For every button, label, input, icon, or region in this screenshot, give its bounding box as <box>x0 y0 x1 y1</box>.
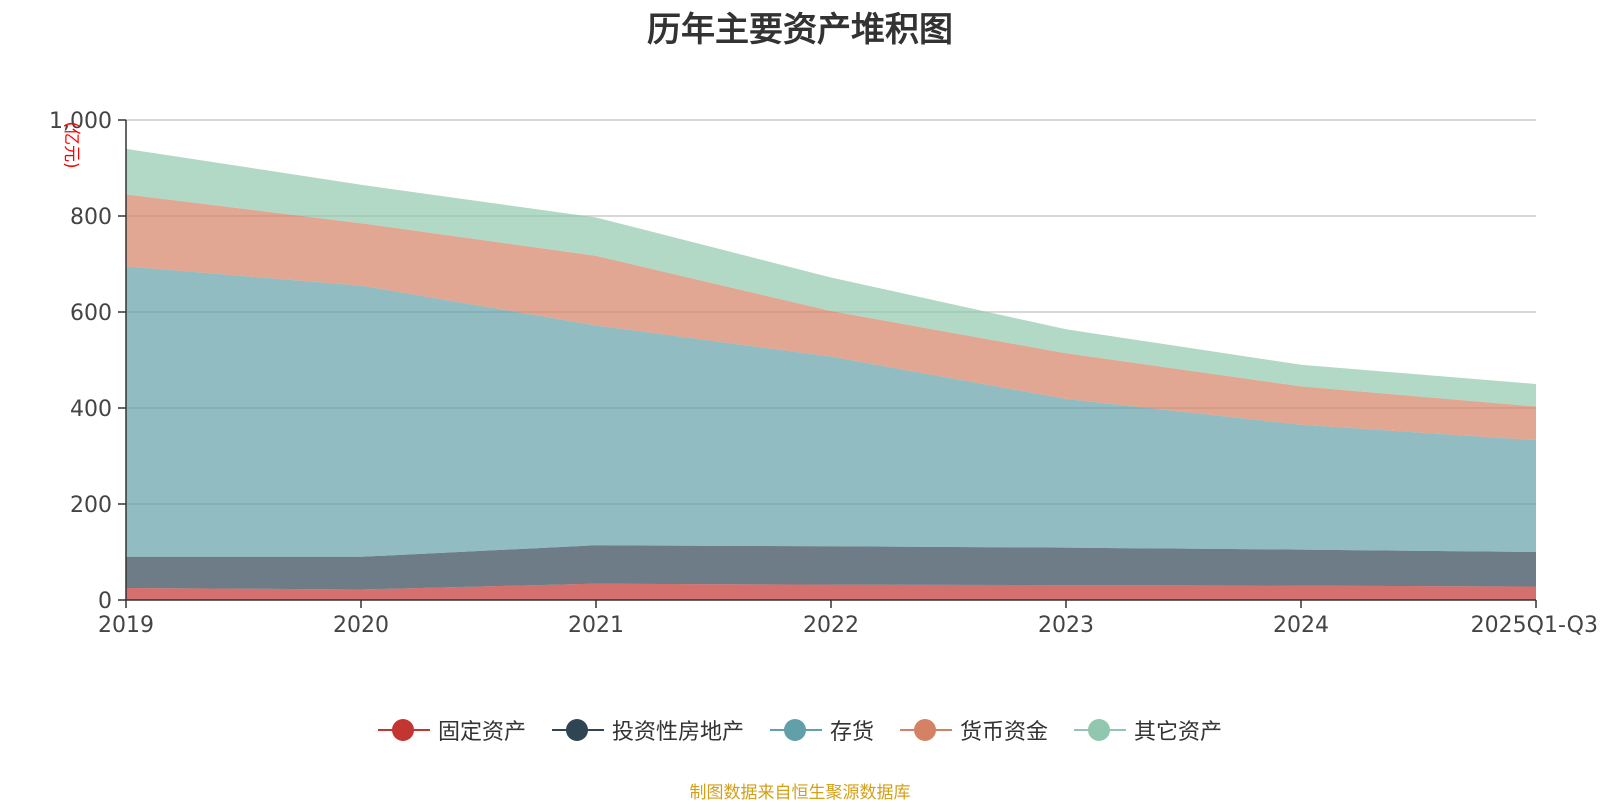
legend-item[interactable]: 固定资产 <box>377 714 526 746</box>
chart-title: 历年主要资产堆积图 <box>647 10 953 50</box>
x-tick-labels: 2019 2020 2021 2022 2023 2024 2025Q1-Q3 <box>98 600 1598 638</box>
legend-marker-icon <box>551 717 604 743</box>
legend-marker-icon <box>900 717 952 743</box>
legend-item[interactable]: 投资性房地产 <box>551 714 744 746</box>
area-货币资金 <box>126 194 1536 441</box>
x-tick-label: 2019 <box>98 613 154 638</box>
legend-label: 货币资金 <box>960 720 1049 745</box>
y-tick-label: 0 <box>98 589 112 614</box>
y-axis-unit-label: (亿元) <box>61 121 81 168</box>
area-series-layer <box>126 148 1536 600</box>
y-tick-labels: 0 200 400 600 800 1,000 <box>49 109 126 614</box>
legend-marker-icon <box>377 717 430 743</box>
x-tick-label: 2022 <box>803 613 859 638</box>
legend: 固定资产 投资性房地产 存货 货币资金 其它资产 <box>0 714 1600 746</box>
legend-marker-icon <box>1074 717 1127 743</box>
source-note: 制图数据来自恒生聚源数据库 <box>689 783 911 803</box>
x-tick-label: 2025Q1-Q3 <box>1471 613 1598 638</box>
x-tick-label: 2020 <box>333 613 389 638</box>
legend-label: 其它资产 <box>1134 720 1223 745</box>
legend-item[interactable]: 其它资产 <box>1074 714 1222 746</box>
legend-item[interactable]: 存货 <box>769 714 874 746</box>
y-tick-label: 800 <box>70 205 112 230</box>
area-固定资产 <box>126 583 1536 600</box>
x-tick-label: 2023 <box>1038 613 1094 638</box>
y-tick-label: 400 <box>70 397 112 422</box>
legend-label: 存货 <box>829 720 874 745</box>
legend-label: 投资性房地产 <box>611 720 744 745</box>
y-tick-label: 200 <box>70 493 112 518</box>
area-投资性房地产 <box>126 545 1536 590</box>
y-tick-label: 1,000 <box>49 109 112 134</box>
legend-marker-icon <box>769 717 822 743</box>
x-tick-label: 2021 <box>568 613 624 638</box>
y-tick-label: 600 <box>70 301 112 326</box>
area-存货 <box>126 266 1536 557</box>
area-其它资产 <box>126 148 1536 407</box>
x-tick-label: 2024 <box>1273 613 1329 638</box>
legend-item[interactable]: 货币资金 <box>900 714 1048 746</box>
legend-label: 固定资产 <box>437 720 526 745</box>
